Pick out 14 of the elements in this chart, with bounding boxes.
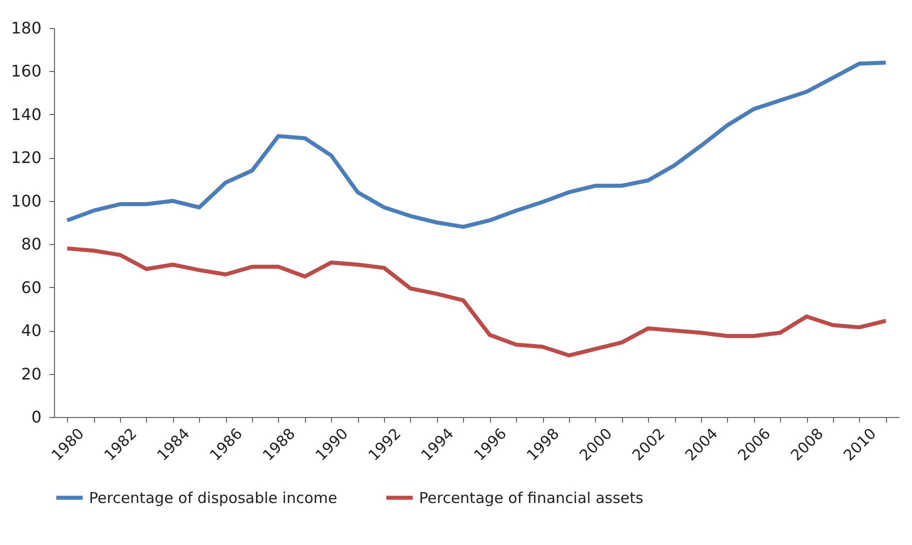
y-tick-label: 120: [10, 148, 42, 168]
y-tick-label: 160: [10, 62, 42, 81]
y-tick-label: 140: [10, 104, 42, 124]
line-series: [65, 60, 888, 229]
y-tick-label: 60: [21, 278, 42, 297]
y-tick-label: 20: [21, 364, 42, 384]
legend-label: Percentage of disposable income: [89, 488, 338, 507]
y-tick-label: 100: [10, 191, 42, 210]
y-tick-label: 80: [21, 234, 42, 254]
legend-label: Percentage of financial assets: [419, 488, 644, 507]
y-tick-label: 40: [21, 321, 42, 340]
y-tick-label: 180: [10, 18, 42, 38]
y-tick-label: 0: [31, 408, 42, 426]
line-series: [65, 246, 888, 358]
